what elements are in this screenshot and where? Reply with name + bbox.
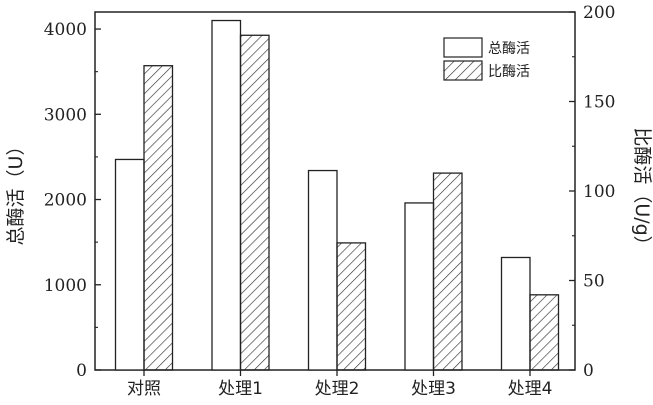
y-right-tick-label: 0 <box>583 361 594 381</box>
y-left-tick-label: 2000 <box>44 191 87 211</box>
y-left-tick-label: 4000 <box>44 20 87 40</box>
bar-specific-activity-4 <box>530 295 559 370</box>
bar-specific-activity-3 <box>434 173 463 370</box>
x-tick-label: 处理4 <box>508 379 553 399</box>
bar-total-activity-3 <box>405 203 434 370</box>
y-left-tick-label: 0 <box>76 361 87 381</box>
legend-label-0: 总酶活 <box>488 41 530 57</box>
bar-total-activity-2 <box>309 171 338 370</box>
x-tick-label: 处理2 <box>315 379 360 399</box>
bar-specific-activity-2 <box>337 243 366 370</box>
bar-total-activity-1 <box>212 21 241 370</box>
bar-specific-activity-0 <box>144 66 173 370</box>
bar-total-activity-0 <box>116 159 145 370</box>
y-right-axis-title: 比酶活（U/g） <box>631 127 653 254</box>
legend-swatch-0 <box>444 38 482 57</box>
y-right-tick-label: 150 <box>583 93 615 113</box>
bar-specific-activity-1 <box>241 35 270 370</box>
y-right-tick-label: 200 <box>583 3 615 23</box>
x-tick-label: 处理3 <box>411 379 456 399</box>
x-tick-label: 处理1 <box>218 379 263 399</box>
y-left-tick-label: 1000 <box>44 276 87 296</box>
bar-total-activity-4 <box>502 257 531 370</box>
legend-swatch-1 <box>444 61 482 80</box>
y-right-tick-label: 100 <box>583 182 615 202</box>
legend: 总酶活比酶活 <box>444 38 530 80</box>
y-left-axis-title: 总酶活（U） <box>5 137 27 246</box>
legend-label-1: 比酶活 <box>488 64 530 80</box>
x-tick-label: 对照 <box>127 379 161 399</box>
y-right-tick-label: 50 <box>583 272 605 292</box>
y-left-tick-label: 3000 <box>44 105 87 125</box>
